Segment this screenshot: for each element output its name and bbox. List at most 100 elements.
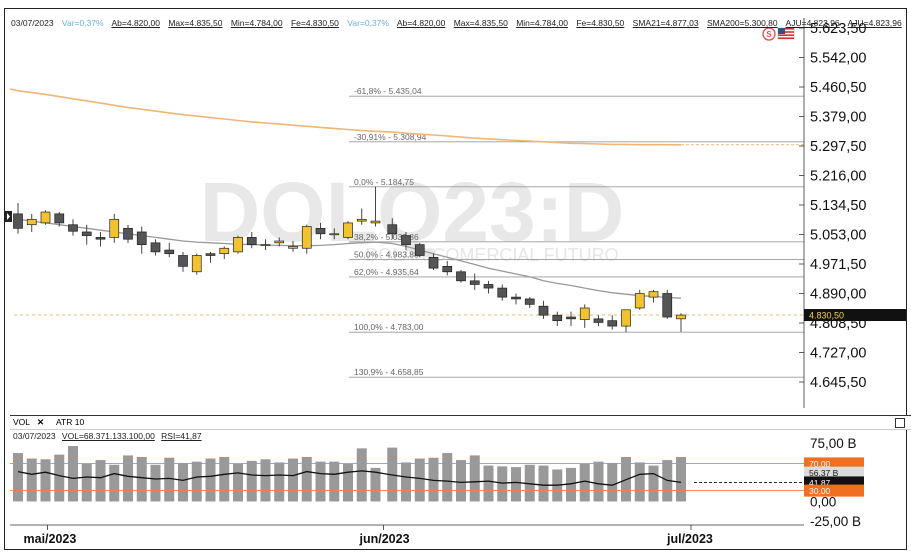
sub-info-rsi: RSI=41,87 bbox=[161, 431, 202, 441]
volume-bar bbox=[593, 461, 604, 502]
x-axis-label: jul/2023 bbox=[666, 532, 713, 546]
candle-body-down bbox=[95, 237, 106, 240]
candle-body-up bbox=[648, 291, 659, 298]
candle-body-down bbox=[81, 231, 92, 236]
candle-body-down bbox=[205, 253, 216, 256]
candle bbox=[401, 231, 411, 251]
candle-body-down bbox=[68, 224, 78, 232]
volume-bar bbox=[607, 463, 618, 502]
s-badge[interactable]: S bbox=[762, 27, 776, 41]
volume-axis-label: -25,00 B bbox=[810, 514, 861, 529]
info-max: Max=4.835,50 bbox=[168, 18, 223, 28]
candle-body-down bbox=[387, 224, 398, 235]
info-open-2: Ab=4.820,00 bbox=[396, 18, 446, 28]
candle-body-up bbox=[356, 218, 367, 222]
candle bbox=[123, 224, 133, 243]
price-axis-label: 5.379,00 bbox=[810, 110, 866, 126]
candle-body-up bbox=[274, 240, 285, 244]
volume-bar bbox=[109, 464, 120, 502]
candle bbox=[469, 273, 480, 290]
volume-bar bbox=[123, 455, 133, 502]
info-min-2: Min=4.784,00 bbox=[516, 18, 568, 28]
candle bbox=[315, 222, 326, 240]
volume-bar bbox=[356, 448, 367, 502]
candle bbox=[428, 253, 439, 270]
close-icon[interactable]: ✕ bbox=[37, 417, 45, 427]
price-axis-label: 5.216,00 bbox=[810, 169, 866, 185]
volume-bar bbox=[538, 465, 549, 502]
candle bbox=[178, 251, 188, 272]
candle-body-down bbox=[442, 266, 453, 273]
candle-body-up bbox=[288, 246, 298, 249]
candle-body-down bbox=[178, 255, 188, 267]
fib-level-label: 100,0% - 4.783,00 bbox=[354, 322, 424, 332]
volume-bar bbox=[219, 456, 230, 502]
candle bbox=[136, 226, 147, 254]
scroll-arrow-icon[interactable] bbox=[5, 211, 12, 222]
candle bbox=[593, 315, 604, 327]
price-axis-label: 4.971,50 bbox=[810, 257, 866, 273]
volume-bar bbox=[178, 463, 188, 502]
candle bbox=[246, 231, 257, 249]
info-sma200: SMA200=5.300,80 bbox=[706, 18, 778, 28]
volume-axis-label: 0,00 bbox=[810, 494, 836, 509]
volume-bar bbox=[343, 463, 353, 502]
candle-body-down bbox=[662, 293, 673, 318]
volume-bar bbox=[370, 467, 381, 502]
volume-bar bbox=[246, 460, 257, 502]
price-axis-label: 4.727,00 bbox=[810, 346, 866, 362]
tab-vol[interactable]: VOL bbox=[13, 417, 31, 427]
candle-body-up bbox=[26, 218, 37, 226]
candle bbox=[109, 213, 120, 243]
x-axis-label: jun/2023 bbox=[359, 532, 410, 546]
rsi-tag bbox=[804, 457, 864, 470]
candle-body-down bbox=[593, 318, 604, 323]
tab-atr[interactable]: ATR 10 bbox=[56, 417, 85, 427]
candle-body-up bbox=[301, 226, 312, 249]
price-axis-label: 4.890,00 bbox=[810, 287, 866, 303]
fib-level-label: -61,8% - 5.435,04 bbox=[354, 86, 422, 96]
volume-bar bbox=[288, 458, 298, 502]
candle bbox=[150, 239, 161, 256]
candle bbox=[219, 246, 230, 260]
volume-bar bbox=[579, 463, 590, 502]
volume-bar bbox=[233, 463, 243, 502]
fib-level-label: 130,9% - 4.658,85 bbox=[354, 367, 424, 377]
candle-body-down bbox=[414, 244, 425, 256]
subpanel-tabbar: VOL ✕ ATR 10 bbox=[10, 415, 911, 430]
candle bbox=[68, 219, 78, 236]
candle-body-down bbox=[164, 249, 175, 255]
candle-body-down bbox=[524, 298, 535, 305]
candle-body-down bbox=[456, 271, 466, 282]
info-min: Min=4.784,00 bbox=[230, 18, 283, 28]
price-axis-label: 5.623,50 bbox=[810, 21, 866, 37]
candle-body-up bbox=[233, 237, 243, 253]
candle-body-up bbox=[109, 218, 120, 238]
candle-body-down bbox=[315, 227, 326, 235]
candle bbox=[566, 311, 576, 327]
maximize-icon[interactable] bbox=[895, 418, 905, 428]
price-chart[interactable]: DOLQ23:D DOLAR COMERCIAL FUTURO -61,8% -… bbox=[4, 8, 907, 550]
candle-body-up bbox=[40, 211, 51, 224]
volume-bar bbox=[26, 458, 37, 502]
sma200-line bbox=[9, 88, 682, 146]
candle-body-down bbox=[483, 284, 494, 289]
candle bbox=[607, 315, 618, 330]
candle bbox=[233, 235, 243, 254]
subpanel-info-bar: 03/07/2023 VOL=68.371.133.100,00 RSI=41,… bbox=[13, 431, 206, 441]
candle bbox=[414, 242, 425, 258]
volume-bar bbox=[191, 461, 202, 502]
candle-body-down bbox=[552, 314, 563, 321]
candle-body-down bbox=[401, 235, 411, 245]
sub-info-date: 03/07/2023 bbox=[13, 431, 56, 441]
volume-bar bbox=[648, 465, 659, 502]
volume-bar bbox=[301, 456, 312, 502]
candle-body-down bbox=[469, 280, 480, 285]
volume-bar bbox=[260, 459, 271, 502]
candle bbox=[621, 309, 631, 333]
candle-body-up bbox=[260, 244, 271, 246]
candle bbox=[579, 304, 590, 328]
volume-bar bbox=[81, 463, 92, 502]
candle-body-down bbox=[150, 242, 161, 253]
volume-bar bbox=[274, 462, 285, 502]
